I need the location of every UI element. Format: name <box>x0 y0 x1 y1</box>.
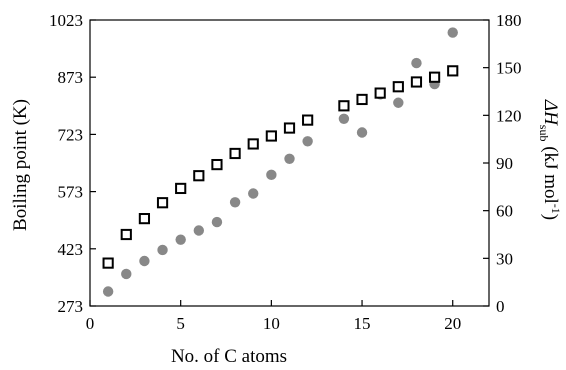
ticks: 0 5 10 15 20 273 423 573 723 873 1023 0 30 60 90 120 150… <box>49 11 522 333</box>
boiling-point-marker <box>393 97 404 108</box>
right-y-axis-title-unit: (kJ mol <box>540 141 561 203</box>
delta-h-marker <box>138 213 151 225</box>
x-tick-label: 20 <box>444 314 461 333</box>
x-tick-label: 10 <box>263 314 280 333</box>
right-y-tick-label: 30 <box>496 249 513 268</box>
right-y-axis-title: ΔHsub (kJ mol-1) <box>537 99 563 220</box>
delta-h-marker <box>247 138 259 150</box>
right-y-tick-label: 120 <box>496 106 522 125</box>
left-y-tick-label: 873 <box>58 68 84 87</box>
boiling-point-marker <box>356 127 368 138</box>
boiling-point-marker <box>157 244 168 256</box>
right-y-tick-label: 90 <box>496 154 513 173</box>
boiling-point-marker <box>193 225 205 236</box>
boiling-point-marker <box>139 255 150 267</box>
delta-h-marker <box>156 197 169 209</box>
left-y-tick-label: 723 <box>58 125 84 144</box>
delta-h-marker <box>193 170 205 182</box>
x-tick-label: 5 <box>176 314 185 333</box>
boiling-point-marker <box>302 136 313 147</box>
boiling-point-marker <box>121 268 132 280</box>
x-tick-label: 15 <box>354 314 371 333</box>
boiling-point-marker <box>411 57 422 69</box>
left-y-tick-label: 423 <box>58 240 84 259</box>
boiling-point-marker <box>266 169 277 181</box>
delta-h-marker <box>392 81 404 93</box>
boiling-point-marker <box>175 234 186 245</box>
delta-h-marker <box>229 147 241 160</box>
right-y-axis-title-unit-close: ) <box>540 214 561 220</box>
left-y-tick-label: 1023 <box>49 11 83 30</box>
left-y-tick-label: 273 <box>58 297 84 316</box>
right-y-tick-label: 60 <box>496 202 513 221</box>
boiling-point-marker <box>248 188 259 199</box>
delta-h-marker <box>283 122 296 134</box>
boiling-point-marker <box>338 113 350 124</box>
delta-h-marker <box>428 71 441 83</box>
boiling-point-marker <box>284 153 295 165</box>
boiling-point-marker <box>447 27 458 38</box>
x-tick-label: 0 <box>86 314 95 333</box>
boiling-point-marker <box>229 197 241 208</box>
right-y-tick-label: 180 <box>496 11 522 30</box>
right-y-axis-title-superscript: -1 <box>549 204 563 214</box>
delta-h-marker <box>302 114 314 126</box>
sublimation-enthalpy-series <box>102 65 459 269</box>
x-axis-title: No. of C atoms <box>171 346 287 367</box>
delta-h-marker <box>102 257 114 269</box>
delta-h-marker <box>410 76 423 88</box>
delta-h-marker <box>374 87 386 99</box>
delta-h-marker <box>211 158 223 171</box>
right-y-axis-title-symbol: ΔH <box>540 99 561 126</box>
boiling-point-series <box>102 27 458 297</box>
boiling-point-marker <box>102 286 114 297</box>
delta-h-marker <box>175 182 187 195</box>
delta-h-marker <box>265 130 277 142</box>
right-y-tick-label: 150 <box>496 59 522 78</box>
left-y-axis-title: Boiling point (K) <box>10 99 31 231</box>
delta-h-marker <box>356 93 368 106</box>
right-y-tick-label: 0 <box>496 297 505 316</box>
right-y-axis-title-subscript: sub <box>537 125 551 142</box>
delta-h-marker <box>447 65 459 77</box>
delta-h-marker <box>338 100 350 112</box>
boiling-point-marker <box>211 216 223 228</box>
left-y-tick-label: 573 <box>58 183 84 202</box>
delta-h-marker <box>120 228 132 241</box>
